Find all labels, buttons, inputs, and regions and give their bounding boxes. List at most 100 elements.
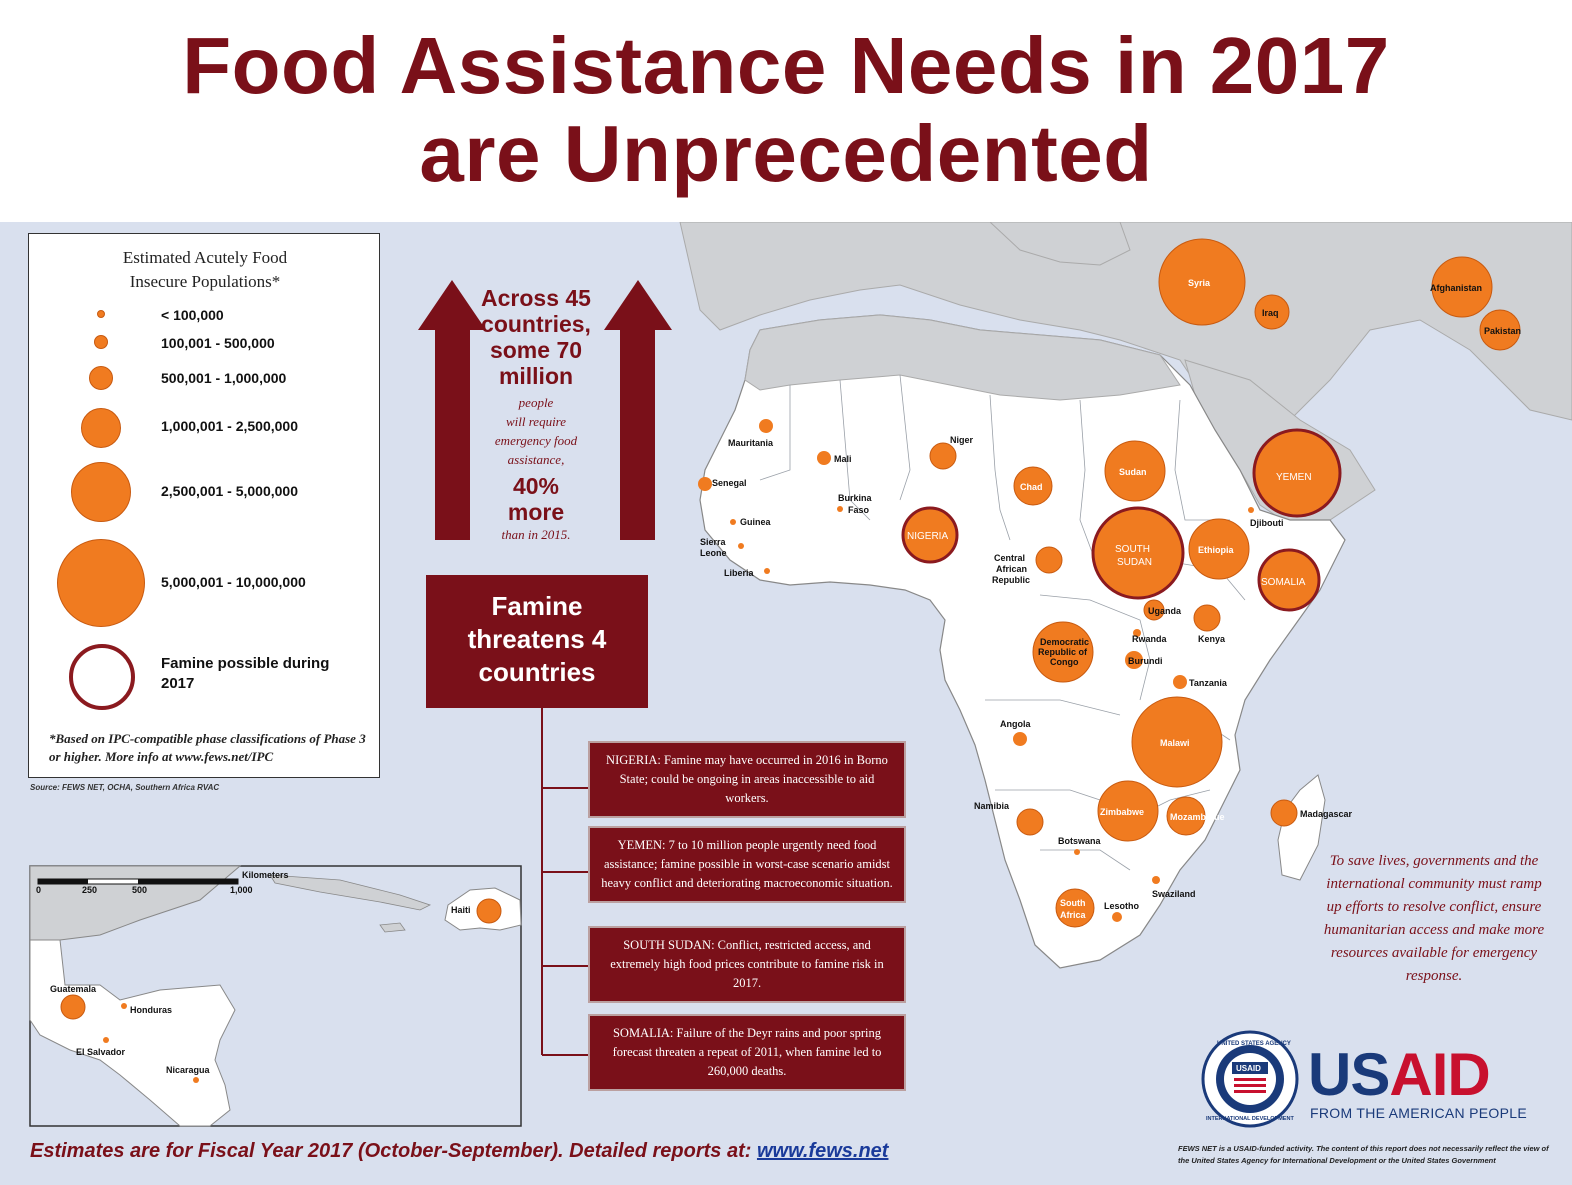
bubble-mozambique [1166,796,1206,836]
label-burundi: Burundi [1128,656,1163,666]
legend-class-3: 500,001 - 1,000,000 [161,370,287,386]
bubble-burkina [837,506,843,512]
headline-small-5: than in 2015. [501,527,571,542]
legend-class-5: 2,500,001 - 5,000,000 [161,483,299,499]
label-haiti: Haiti [451,905,471,915]
label-somalia: SOMALIA [1261,577,1306,588]
label-drc-1: Democratic [1040,637,1089,647]
famine-box: Famine threatens 4 countries [426,575,648,708]
usaid-tagline: FROM THE AMERICAN PEOPLE [1310,1105,1527,1121]
headline-small-3: emergency food [494,433,578,448]
bubble-car [1035,546,1063,574]
legend-dot-5 [71,462,131,522]
scale-unit: Kilometers [242,870,289,880]
bubble-ethiopia [1188,518,1250,580]
label-senegal: Senegal [712,478,747,488]
scale-tick-1: 250 [82,885,97,895]
bubble-swaziland [1152,876,1160,884]
page-title-line-2: are Unprecedented [419,109,1153,198]
label-el-salvador: El Salvador [76,1047,126,1057]
label-namibia: Namibia [974,801,1010,811]
seal-center-text: USAID [1236,1064,1261,1073]
usaid-wordmark-us: US [1308,1041,1390,1108]
label-drc-3: Congo [1050,657,1079,667]
label-angola: Angola [1000,719,1031,729]
label-iraq: Iraq [1262,308,1279,318]
label-south-africa-2: Africa [1060,910,1087,920]
label-yemen: YEMEN [1276,472,1312,483]
inset-cuba [269,874,432,911]
bubble-nigeria [901,506,959,564]
call-to-action: To save lives, governments and the inter… [1323,853,1545,984]
legend-dot-6 [57,539,145,627]
legend-class-6: 5,000,001 - 10,000,000 [161,574,306,590]
footer-text: Estimates are for Fiscal Year 2017 (Octo… [30,1140,757,1162]
legend-class-4: 1,000,001 - 2,500,000 [161,418,299,434]
bubble-somalia [1257,548,1321,612]
left-arrow [418,280,486,540]
label-south-africa-1: South [1060,898,1086,908]
bubble-kenya [1193,604,1221,632]
bubble-chad [1013,466,1053,506]
label-south-sudan-2: SUDAN [1117,557,1152,568]
famine-box-line-3: countries [478,657,596,687]
usaid-seal: USAID UNITED STATES AGENCY INTERNATIONAL… [1201,1030,1299,1128]
headline-pct-1: 40% [512,473,560,499]
inset-map: Kilometers 0 250 500 1,000 Haiti Guatema… [29,865,522,1127]
label-guinea: Guinea [740,517,772,527]
bubble-senegal [698,477,712,491]
seal-top-text: UNITED STATES AGENCY [1217,1041,1291,1047]
label-malawi: Malawi [1160,738,1190,748]
label-syria: Syria [1188,278,1211,288]
label-south-sudan-1: SOUTH [1115,544,1150,555]
bubble-south-sudan [1091,506,1185,600]
label-liberia: Liberia [724,568,755,578]
legend-famine-label: Famine possible during 2017 [161,655,330,692]
footer-link[interactable]: www.fews.net [756,1140,889,1162]
headline-small-1: people [518,395,554,410]
bubble-mauritania [759,419,773,433]
label-madagascar: Madagascar [1300,809,1353,819]
label-mali: Mali [834,454,852,464]
headline-big-1: Across 45 [481,285,591,311]
headline-big-4: million [498,363,574,389]
bubble-haiti [476,898,502,924]
label-sierra-1: Sierra [700,537,727,547]
famine-box-line-2: threatens 4 [467,624,607,654]
reason-yemen: YEMEN: 7 to 10 million people urgently n… [588,826,906,903]
bubble-djibouti [1248,507,1254,513]
bubble-el-salvador [103,1037,109,1043]
bubble-syria [1158,238,1246,326]
label-botswana: Botswana [1058,836,1102,846]
bubble-malawi [1131,696,1223,788]
usaid-logo[interactable]: USAID [1308,1045,1491,1105]
footer-disclaimer: FEWS NET is a USAID-funded activity. The… [1178,1144,1549,1165]
bubble-guinea [730,519,736,525]
label-drc-2: Republic of [1038,647,1088,657]
bubble-iraq [1254,294,1290,330]
bubble-rwanda [1133,629,1141,637]
label-burkina-2: Faso [848,505,870,515]
bubble-zimbabwe [1097,780,1159,842]
label-pakistan: Pakistan [1484,326,1521,336]
label-djibouti: Djibouti [1250,518,1284,528]
bubble-yemen [1252,428,1342,518]
bubble-drc [1032,621,1094,683]
inset-central-america [29,939,236,1127]
label-sudan: Sudan [1119,467,1147,477]
usaid-wordmark-aid: AID [1389,1041,1490,1108]
bubble-nicaragua [193,1077,199,1083]
label-rwanda: Rwanda [1132,634,1168,644]
legend-title-line-1: Estimated Acutely Food [122,248,288,267]
legend-dot-3 [89,366,113,390]
maghreb-gray [744,314,1181,401]
legend-dot-4 [81,408,121,448]
bubble-pakistan [1479,309,1521,351]
reason-nigeria: NIGERIA: Famine may have occurred in 201… [588,741,906,818]
label-car-2: African [996,564,1027,574]
legend-dot-2 [94,335,108,349]
legend-class-2: 100,001 - 500,000 [161,335,275,351]
famine-box-line-1: Famine [491,591,583,621]
label-afghanistan: Afghanistan [1430,283,1482,293]
bubble-south-africa [1055,888,1095,928]
